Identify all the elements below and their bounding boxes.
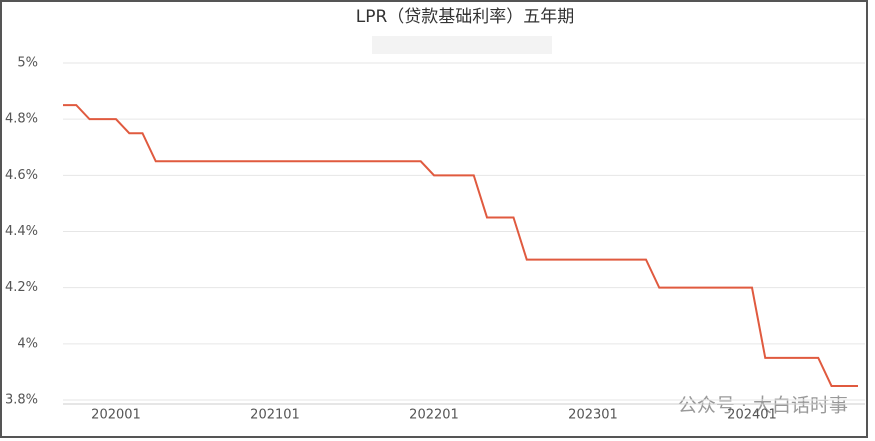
x-tick-label: 202401 <box>727 408 777 423</box>
y-tick-label: 5% <box>17 56 38 71</box>
x-tick-label: 202001 <box>91 408 141 423</box>
line <box>63 104 858 387</box>
x-tick-label: 202301 <box>568 408 618 423</box>
y-tick-label: 4.2% <box>5 280 38 295</box>
y-tick-label: 3.8% <box>5 393 38 408</box>
y-tick-label: 4.6% <box>5 168 38 183</box>
x-tick-label: 202101 <box>250 408 300 423</box>
y-tick-label: 4.4% <box>5 224 38 239</box>
x-tick-label: 202201 <box>409 408 459 423</box>
blurred-subtitle <box>372 36 552 54</box>
y-tick-label: 4.8% <box>5 112 38 127</box>
y-tick-label: 4% <box>17 336 38 351</box>
chart-title: LPR（贷款基础利率）五年期 <box>356 7 575 27</box>
